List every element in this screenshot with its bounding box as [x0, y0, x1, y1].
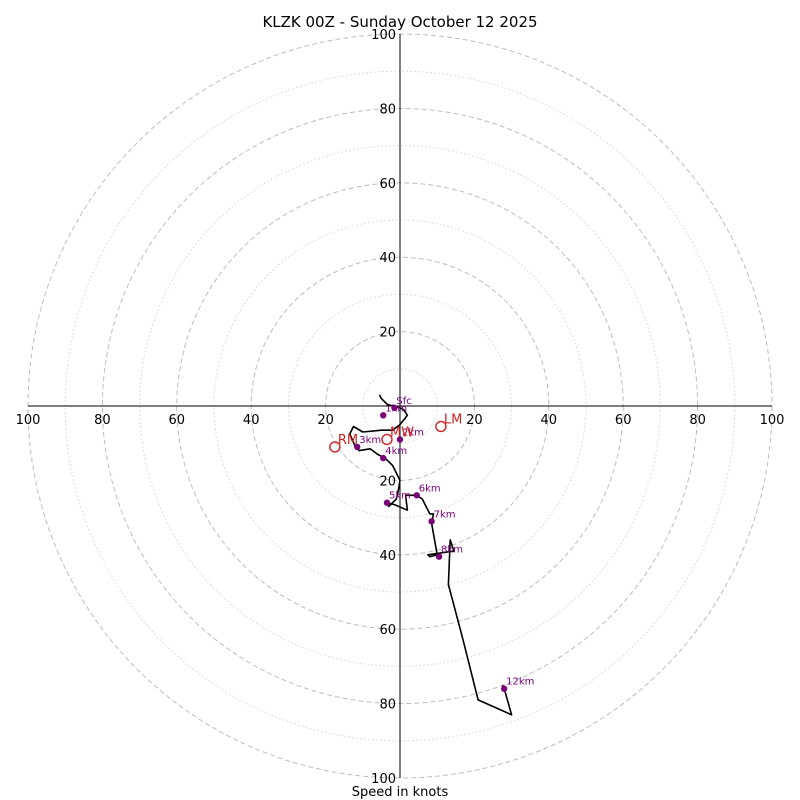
y-tick-top-80: 80: [379, 102, 396, 117]
hodograph-trace: [348, 394, 513, 716]
height-marker-sfc: [391, 404, 398, 412]
motion-marker-rm: [329, 441, 341, 453]
height-marker-3km: [354, 443, 361, 451]
y-tick-bottom-20: 20: [379, 474, 396, 489]
x-tick-right-20: 20: [466, 413, 483, 428]
height-label-sfc: Sfc: [396, 396, 411, 407]
x-axis-label: Speed in knots: [352, 785, 449, 800]
motion-marker-mw: [381, 433, 393, 446]
y-tick-bottom-80: 80: [379, 698, 396, 713]
speed-tick-labels: 100 80 60 40 20 20 40 60 80 100 100 80 60 40 20 20 40 60 8…: [16, 28, 785, 787]
x-tick-right-80: 80: [689, 413, 706, 428]
x-tick-left-80: 80: [94, 413, 111, 428]
height-label-5km: 5km: [389, 491, 411, 502]
storm-motion-markers: LM RM MW: [329, 412, 462, 453]
y-tick-bottom-60: 60: [379, 623, 396, 638]
height-label-12km: 12km: [506, 677, 534, 688]
height-marker-12km: [500, 685, 508, 692]
x-tick-right-40: 40: [541, 413, 558, 428]
height-label-7km: 7km: [434, 509, 456, 520]
chart-title: KLZK 00Z - Sunday October 12 2025: [262, 13, 537, 31]
x-tick-left-40: 40: [243, 413, 260, 428]
height-marker-4km: [380, 454, 387, 462]
height-label-8km: 8km: [441, 545, 463, 556]
height-marker-5km: [383, 499, 391, 506]
motion-marker-lm: [435, 420, 447, 433]
height-marker-8km: [435, 553, 443, 560]
height-label-3km: 3km: [359, 435, 381, 446]
y-tick-bottom-40: 40: [379, 549, 396, 564]
y-tick-top-100: 100: [371, 28, 396, 43]
x-tick-left-100: 100: [16, 413, 41, 428]
x-tick-left-60: 60: [169, 413, 186, 428]
y-tick-top-60: 60: [379, 177, 396, 192]
y-tick-top-20: 20: [379, 326, 396, 341]
y-tick-bottom-100: 100: [371, 772, 396, 787]
x-tick-left-20: 20: [317, 413, 334, 428]
motion-label-mw: MW: [390, 425, 414, 440]
axes: [28, 34, 772, 778]
height-marker-6km: [413, 492, 420, 499]
height-marker-2km: [396, 436, 404, 443]
wind-trace: [348, 394, 513, 716]
height-marker-7km: [428, 518, 435, 525]
height-marker-1km: [380, 412, 387, 419]
x-tick-right-100: 100: [760, 413, 785, 428]
height-label-2km: 2km: [402, 427, 424, 438]
x-tick-right-60: 60: [615, 413, 632, 428]
height-label-4km: 4km: [385, 446, 407, 457]
height-label-1km: 1km: [385, 403, 407, 414]
motion-label-lm: LM: [444, 412, 462, 427]
height-label-6km: 6km: [419, 483, 441, 494]
y-tick-top-40: 40: [379, 251, 396, 266]
motion-label-rm: RM: [338, 433, 358, 448]
